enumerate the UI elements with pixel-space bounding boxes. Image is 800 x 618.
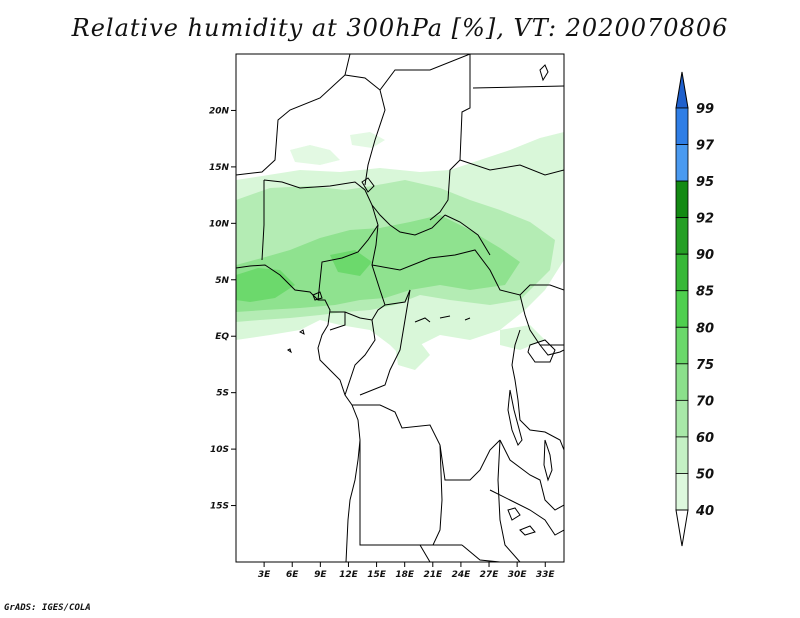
latitude-axis: 20N 15N 10N 5N EQ 5S 10S 15S	[209, 106, 236, 512]
colorbar-swatch	[675, 363, 689, 401]
lon-tick-label: 3E	[258, 570, 271, 580]
colorbar-swatch	[675, 144, 689, 182]
humidity-area-peak	[236, 250, 372, 302]
colorbar-swatch	[675, 436, 689, 474]
lon-tick-label: 30E	[508, 570, 528, 580]
lake-tanganyika	[507, 389, 523, 446]
colorbar-label: 70	[696, 394, 714, 409]
colorbar-label: 80	[696, 321, 714, 336]
coastline	[236, 264, 361, 562]
lon-tick-label: 33E	[536, 570, 556, 580]
lat-tick-label: 10S	[210, 445, 229, 455]
humidity-area-light-north	[290, 132, 385, 165]
colorbar-swatch	[675, 253, 689, 292]
lake-victoria	[527, 339, 556, 363]
lat-tick-label: 10N	[209, 219, 230, 229]
colorbar-label: 60	[696, 431, 714, 446]
colorbar-label: 99	[696, 102, 714, 117]
colorbar-swatch	[675, 290, 689, 328]
country-borders	[236, 54, 564, 562]
colorbar-label: 97	[696, 139, 715, 154]
colorbar-bottom-arrow	[675, 509, 689, 547]
lon-tick-label: 21E	[423, 570, 443, 580]
colorbar-label: 50	[696, 467, 714, 482]
colorbar-label: 40	[695, 504, 714, 519]
lake-malawi	[543, 439, 553, 482]
humidity-field	[236, 132, 564, 370]
colorbar: 40 50 60 70 75 80 85 90 92 95 97 99	[675, 71, 715, 547]
colorbar-swatch	[675, 326, 689, 365]
lon-tick-label: 18E	[395, 570, 415, 580]
longitude-axis: 3E 6E 9E 12E 15E 18E 21E 24E 27E 30E 33E	[258, 562, 556, 580]
colorbar-label: 95	[696, 175, 714, 190]
colorbar-swatch	[675, 180, 689, 219]
credit-label: GrADS: IGES/COLA	[4, 603, 91, 613]
humidity-area-patches-south	[395, 325, 545, 370]
colorbar-top-arrow	[675, 71, 689, 109]
colorbar-swatch	[675, 107, 689, 145]
lon-tick-label: 15E	[367, 570, 387, 580]
humidity-area-strong	[236, 215, 520, 312]
colorbar-label: 85	[696, 285, 714, 300]
colorbar-swatch	[675, 473, 689, 511]
lat-tick-label: EQ	[215, 332, 229, 342]
colorbar-swatch	[675, 399, 689, 438]
colorbar-swatch	[675, 217, 689, 255]
lon-tick-label: 24E	[452, 570, 472, 580]
colorbar-label: 90	[696, 248, 714, 263]
lat-tick-label: 5S	[216, 389, 229, 399]
map-title: Relative humidity at 300hPa [%], VT: 202…	[71, 14, 729, 42]
lon-tick-label: 9E	[314, 570, 327, 580]
lat-tick-label: 15N	[209, 163, 230, 173]
map-frame	[235, 53, 565, 563]
lake-chad	[361, 177, 375, 193]
lat-tick-label: 20N	[209, 106, 230, 116]
colorbar-label: 75	[696, 358, 714, 373]
lon-tick-label: 6E	[286, 570, 299, 580]
lon-tick-label: 12E	[339, 570, 359, 580]
colorbar-label: 92	[696, 212, 714, 227]
lat-tick-label: 5N	[215, 276, 229, 286]
lon-tick-label: 27E	[480, 570, 500, 580]
lat-tick-label: 15S	[210, 502, 229, 512]
